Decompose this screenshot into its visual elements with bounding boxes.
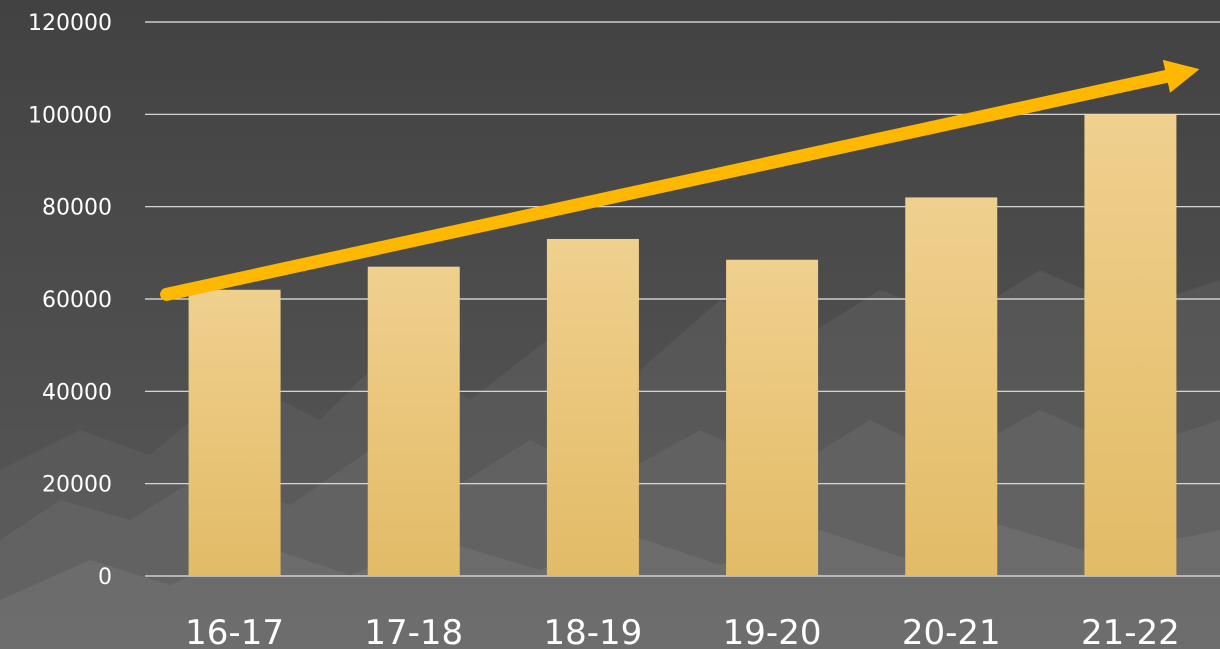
x-tick-label: 18-19 <box>544 613 643 649</box>
gridlines <box>145 21 1220 577</box>
x-tick-label: 21-22 <box>1081 613 1180 649</box>
y-tick-label: 100000 <box>28 103 112 128</box>
y-tick-label: 40000 <box>42 380 112 405</box>
y-tick-label: 80000 <box>42 196 112 221</box>
y-axis: 0 20000 40000 60000 80000 100000 120000 <box>28 11 112 590</box>
bar <box>546 238 639 576</box>
trend-arrow-group <box>160 59 1200 301</box>
x-tick-label: 19-20 <box>723 613 822 649</box>
y-tick-label: 120000 <box>28 11 112 36</box>
trend-arrow <box>160 59 1200 301</box>
x-tick-label: 17-18 <box>364 613 463 649</box>
x-tick-label: 20-21 <box>902 613 1001 649</box>
y-tick-label: 0 <box>98 565 112 590</box>
bar <box>188 289 281 576</box>
x-axis: 16-17 17-18 18-19 19-20 20-21 21-22 <box>185 613 1180 649</box>
x-tick-label: 16-17 <box>185 613 284 649</box>
bar <box>367 266 460 576</box>
bars <box>188 114 1177 576</box>
bar <box>726 259 819 576</box>
bar <box>905 197 998 576</box>
bar <box>1084 114 1177 576</box>
y-tick-label: 20000 <box>42 473 112 498</box>
y-tick-label: 60000 <box>42 288 112 313</box>
